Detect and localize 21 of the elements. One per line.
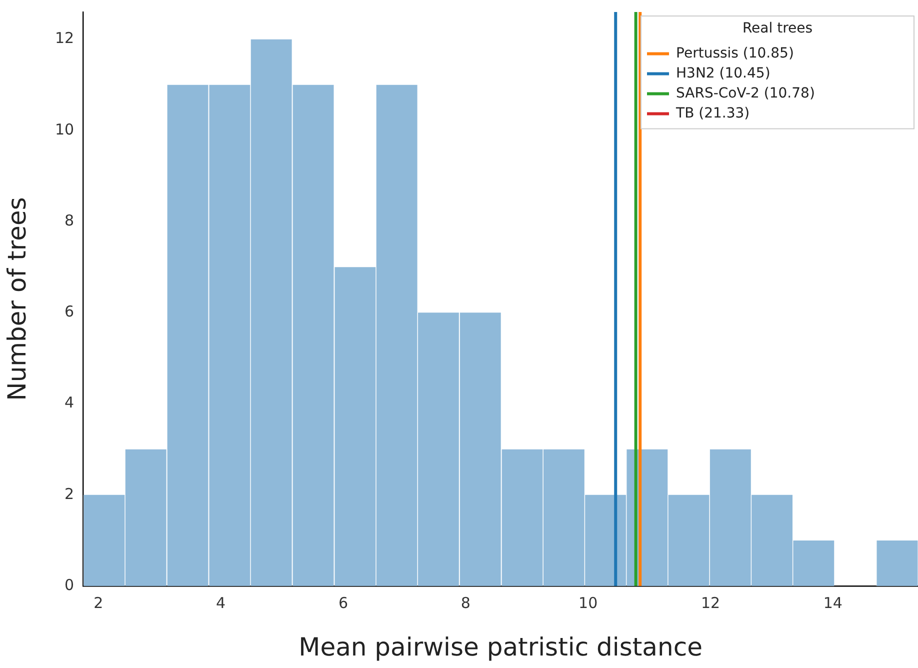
legend-label: TB (21.33) [675,105,750,122]
y-tick-label: 0 [64,576,74,594]
x-tick-label: 2 [94,594,104,612]
legend-label: H3N2 (10.45) [676,65,770,82]
x-tick-label: 10 [578,594,598,612]
y-tick-label: 8 [64,211,74,230]
x-tick-label: 6 [338,594,348,612]
y-tick-label: 2 [64,484,74,503]
legend-title: Real trees [742,20,813,37]
y-tick-label: 4 [64,394,74,412]
legend-label: SARS-CoV-2 (10.78) [676,85,815,102]
x-tick-label: 12 [700,594,720,612]
x-axis-title: Mean pairwise patristic distance [298,632,702,662]
y-tick-label: 12 [54,29,74,48]
x-tick-label: 8 [460,594,470,612]
y-axis-title: Number of trees [2,197,32,401]
x-tick-label: 14 [823,594,842,612]
y-tick-label: 6 [64,302,74,321]
legend-label: Pertussis (10.85) [676,45,794,62]
y-tick-label: 10 [54,120,74,138]
x-tick-label: 4 [216,594,226,612]
